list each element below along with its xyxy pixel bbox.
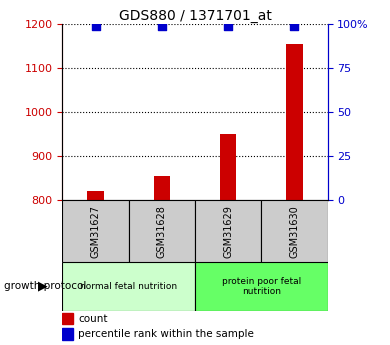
Bar <box>62 313 73 324</box>
Text: protein poor fetal
nutrition: protein poor fetal nutrition <box>222 277 301 296</box>
Text: GSM31627: GSM31627 <box>90 205 101 258</box>
Text: growth protocol: growth protocol <box>4 282 86 291</box>
Bar <box>129 200 195 262</box>
Text: GSM31630: GSM31630 <box>289 205 300 257</box>
Bar <box>87 191 104 200</box>
Bar <box>220 134 236 200</box>
Bar <box>195 262 328 310</box>
Point <box>92 23 99 29</box>
Bar <box>62 262 195 310</box>
Text: normal fetal nutrition: normal fetal nutrition <box>80 282 177 291</box>
Bar <box>286 44 303 200</box>
Bar <box>62 328 73 340</box>
Point <box>225 23 231 29</box>
Bar <box>195 200 261 262</box>
Text: GSM31628: GSM31628 <box>157 205 167 258</box>
Text: GSM31629: GSM31629 <box>223 205 233 258</box>
Bar <box>154 176 170 200</box>
Text: percentile rank within the sample: percentile rank within the sample <box>78 329 254 339</box>
Text: count: count <box>78 314 108 324</box>
Point <box>159 23 165 29</box>
Point <box>291 23 298 29</box>
Text: ▶: ▶ <box>38 280 48 293</box>
Bar <box>62 200 129 262</box>
Title: GDS880 / 1371701_at: GDS880 / 1371701_at <box>119 9 271 23</box>
Bar <box>261 200 328 262</box>
